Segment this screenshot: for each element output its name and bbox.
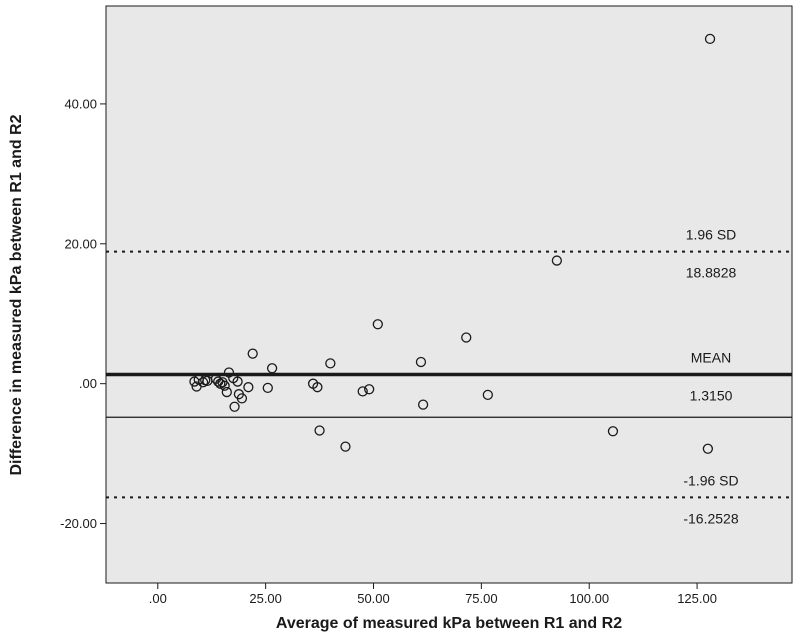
plot-area xyxy=(105,5,793,584)
data-point xyxy=(247,348,258,359)
data-point xyxy=(197,377,209,388)
data-point xyxy=(243,382,254,393)
x-tick-label: 100.00 xyxy=(569,591,609,606)
data-point xyxy=(232,376,243,387)
x-axis-ticks: .00 25.00 50.00 75.00 100.00 125.00 xyxy=(149,583,717,606)
data-point xyxy=(415,356,427,368)
y-axis-ticks: -20.00 .00 20.00 40.00 xyxy=(60,96,106,531)
y-tick-label: 40.00 xyxy=(64,96,97,111)
data-point xyxy=(340,441,351,452)
upper-line-value: 18.8828 xyxy=(686,265,737,281)
data-point xyxy=(266,363,278,374)
mean-line-label: MEAN xyxy=(691,349,731,365)
mean-line-value: 1.3150 xyxy=(690,387,733,403)
data-point xyxy=(325,358,336,369)
x-tick-label: 50.00 xyxy=(357,591,390,606)
x-tick-label: 25.00 xyxy=(249,591,282,606)
data-points xyxy=(189,33,716,454)
data-point xyxy=(236,393,248,404)
data-point xyxy=(607,426,619,437)
data-point xyxy=(551,255,563,266)
x-tick-label: 75.00 xyxy=(465,591,498,606)
data-point xyxy=(364,384,375,395)
data-point xyxy=(482,389,493,401)
data-point xyxy=(219,380,230,391)
data-point xyxy=(262,382,273,394)
x-axis-title: Average of measured kPa between R1 and R… xyxy=(276,615,622,632)
data-point xyxy=(312,382,323,393)
data-point xyxy=(372,319,383,330)
data-point xyxy=(314,425,325,436)
data-point xyxy=(461,332,472,343)
data-point xyxy=(417,399,429,410)
reference-lines xyxy=(106,250,792,499)
data-point xyxy=(704,33,716,45)
lower-line-value: -16.2528 xyxy=(683,510,738,526)
y-axis-title: Difference in measured kPa between R1 an… xyxy=(8,114,25,475)
data-point xyxy=(221,386,232,398)
data-point xyxy=(229,401,240,412)
reference-line-labels: 1.96 SD 18.8828 MEAN 1.3150 -1.96 SD -16.2528 xyxy=(683,227,738,527)
data-point xyxy=(357,386,368,397)
data-point xyxy=(702,443,714,454)
y-tick-label: -20.00 xyxy=(60,516,97,531)
y-tick-label: 20.00 xyxy=(64,236,97,251)
y-tick-label: .00 xyxy=(79,376,97,391)
lower-line-label: -1.96 SD xyxy=(683,472,738,488)
x-tick-label: 125.00 xyxy=(677,591,717,606)
upper-line-label: 1.96 SD xyxy=(686,227,737,243)
x-tick-label: .00 xyxy=(149,591,167,606)
